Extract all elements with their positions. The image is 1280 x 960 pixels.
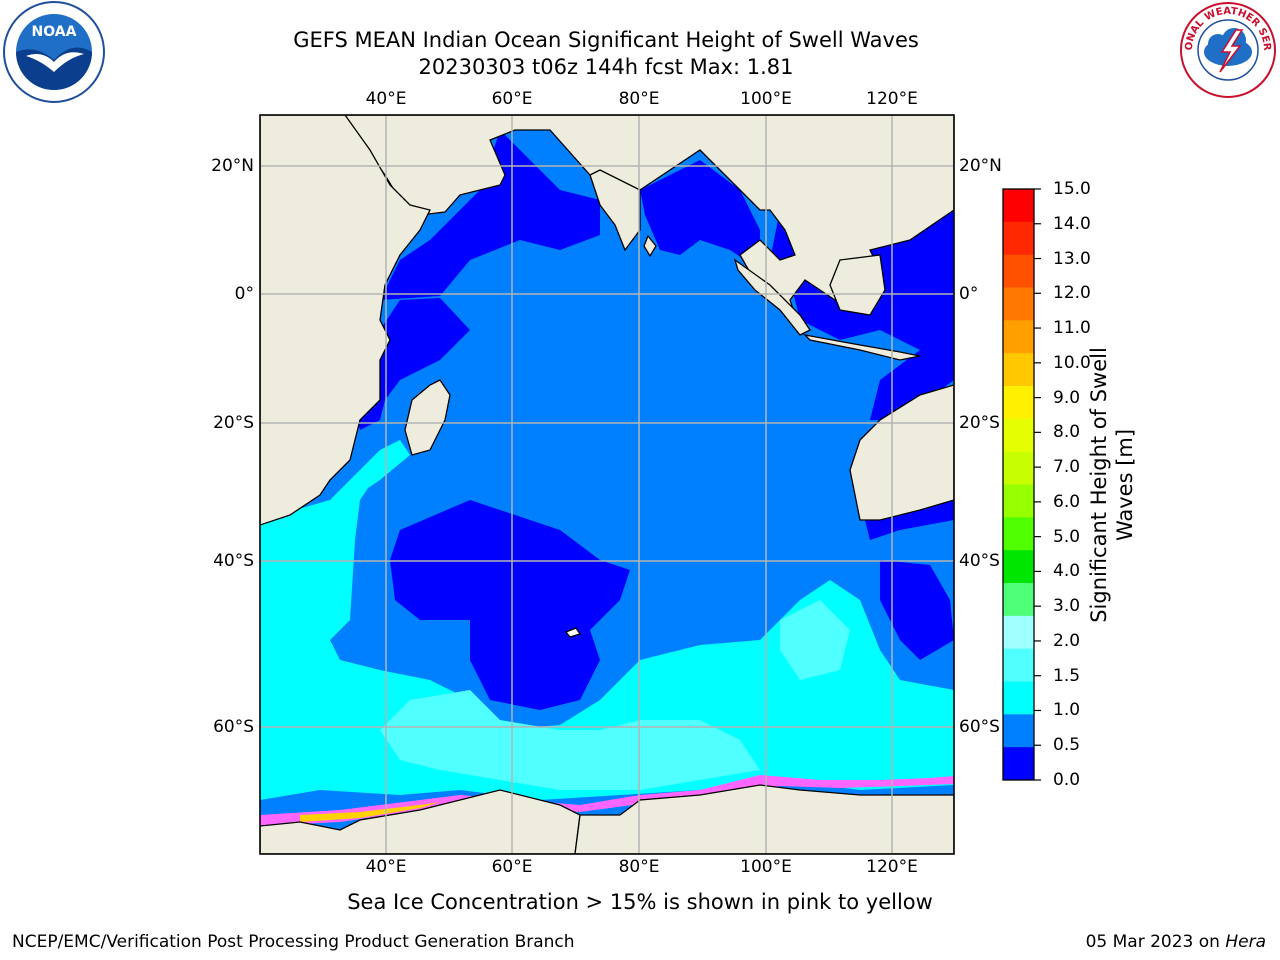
map-frame (259, 114, 955, 855)
land-borneo (829, 254, 886, 316)
colorbar-segment (1003, 747, 1034, 781)
credit-machine: Hera (1225, 932, 1266, 952)
colorbar-tick: 1.5 (1053, 665, 1081, 686)
colorbar-segment (1003, 583, 1034, 617)
colorbar-segment (1003, 550, 1034, 584)
lat-tick-right: 40°S (959, 551, 1000, 571)
colorbar-frame (1002, 188, 1035, 781)
colorbar-tick: 7.0 (1053, 457, 1081, 478)
lat-tick-left: 40°S (213, 551, 254, 571)
lon-tick-top: 120°E (866, 89, 918, 109)
sea-ice-high (300, 802, 440, 822)
colorbar-segment (1003, 287, 1034, 321)
credit-date-text: 05 Mar 2023 on (1085, 932, 1226, 952)
lon-tick-top: 100°E (740, 89, 792, 109)
colorbar-tick: 0.5 (1053, 735, 1081, 756)
land-madagascar (404, 379, 451, 456)
lat-tick-left: 60°S (213, 717, 254, 737)
colorbar-tick: 3.0 (1053, 596, 1081, 617)
land-australia (849, 384, 954, 521)
lon-tick-bottom: 100°E (740, 857, 792, 877)
lon-tick-top: 80°E (618, 89, 660, 109)
credit-branch: NCEP/EMC/Verification Post Processing Pr… (12, 932, 575, 952)
colorbar-segment (1003, 320, 1034, 354)
colorbar-tick: 9.0 (1053, 387, 1081, 408)
colorbar-tick: 0.0 (1053, 770, 1081, 790)
lon-tick-bottom: 40°E (365, 857, 407, 877)
colorbar-tick: 8.0 (1053, 422, 1081, 443)
lon-tick-top: 60°E (491, 89, 533, 109)
lat-tick-left: 20°S (213, 413, 254, 433)
nws-logo: NATIONAL WEATHER SERVICE (1178, 0, 1276, 98)
sea-ice-note: Sea Ice Concentration > 15% is shown in … (347, 890, 933, 914)
lat-tick-left: 0° (234, 284, 254, 304)
colorbar-label-line1: Significant Height of Swell (1087, 347, 1111, 623)
colorbar-segment (1003, 189, 1034, 223)
lat-tick-left: 20°N (211, 156, 254, 176)
land-kerguelen (564, 627, 582, 638)
lon-tick-bottom: 60°E (491, 857, 533, 877)
colorbar-segment (1003, 648, 1034, 682)
colorbar-segment (1003, 353, 1034, 387)
colorbar-segment (1003, 254, 1034, 288)
colorbar-segment (1003, 221, 1034, 256)
land-sri-lanka (643, 234, 657, 258)
colorbar-tick: 14.0 (1053, 213, 1091, 234)
colorbar-tick: 2.0 (1053, 630, 1081, 651)
lat-tick-right: 20°S (959, 413, 1000, 433)
colorbar-segment (1003, 418, 1034, 453)
svg-text:NOAA: NOAA (32, 24, 77, 40)
colorbar-tick: 13.0 (1053, 248, 1091, 269)
colorbar-tick: 4.0 (1053, 561, 1081, 582)
colorbar-tick: 1.0 (1053, 700, 1081, 721)
colorbar-segment (1003, 517, 1034, 551)
credit-date: 05 Mar 2023 on Hera (1086, 932, 1266, 952)
swell-0.0-0.5-arabian-sea (380, 130, 600, 300)
colorbar-tick: 12.0 (1053, 283, 1091, 304)
colorbar-tick: 6.0 (1053, 491, 1081, 512)
swell-0.0-0.5-bay-of-bengal (640, 160, 760, 270)
colorbar-label-line2: Waves [m] (1113, 428, 1137, 542)
colorbar-segment (1003, 615, 1034, 650)
colorbar-tick: 10.0 (1053, 352, 1091, 373)
colorbar (1003, 188, 1041, 781)
colorbar-segment (1003, 386, 1034, 420)
land-antarctica-east (574, 784, 954, 854)
swell-0.0-0.5-south-central (390, 500, 630, 710)
land-sumatra (733, 258, 811, 336)
colorbar-tick: 11.0 (1053, 318, 1091, 339)
noaa-logo: NOAA (3, 1, 105, 103)
lat-tick-right: 0° (959, 284, 979, 304)
sea-ice-fringe (260, 775, 954, 826)
lat-tick-right: 60°S (959, 717, 1000, 737)
swell-1.5-2.0-band (380, 690, 760, 790)
colorbar-segment (1003, 714, 1034, 748)
colorbar-segment (1003, 451, 1034, 485)
gridlines (260, 115, 954, 854)
lat-tick-right: 20°N (959, 156, 1002, 176)
lon-tick-bottom: 80°E (618, 857, 660, 877)
lon-tick-top: 40°E (365, 89, 407, 109)
colorbar-segment (1003, 484, 1034, 518)
map-title: GEFS MEAN Indian Ocean Significant Heigh… (293, 28, 919, 52)
colorbar-segment (1003, 681, 1034, 715)
lon-tick-bottom: 120°E (866, 857, 918, 877)
swell-0.0-0.5-south-australia (880, 560, 954, 660)
colorbar-tick: 15.0 (1053, 179, 1091, 199)
swell-1.0-1.5-sw (260, 440, 410, 560)
map-subtitle: 20230303 t06z 144h fcst Max: 1.81 (418, 55, 794, 79)
swell-1.5-2.0-patch (780, 600, 850, 680)
colorbar-tick: 5.0 (1053, 526, 1081, 547)
land-india (589, 169, 641, 252)
